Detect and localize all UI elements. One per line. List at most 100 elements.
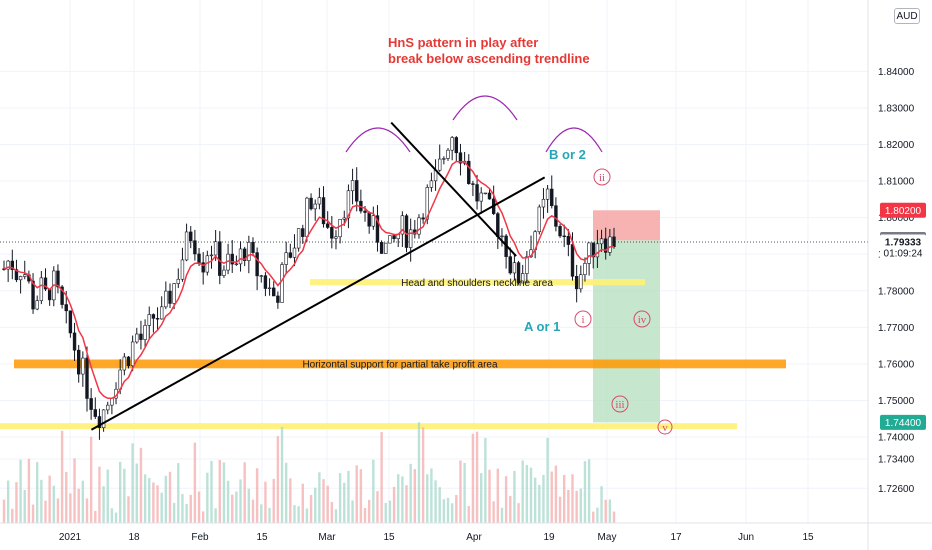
hns-arc-left-shoulder xyxy=(345,127,411,153)
candle-body xyxy=(587,242,591,264)
candle-body xyxy=(574,276,579,290)
volume-bar xyxy=(69,493,72,523)
volume-bar xyxy=(401,476,404,523)
volume-bar xyxy=(604,499,607,523)
candle-body xyxy=(23,274,27,277)
volume-bar xyxy=(139,447,143,523)
volume-bar xyxy=(301,483,304,523)
volume-bar xyxy=(148,478,151,523)
volume-bar xyxy=(475,431,479,523)
candle-body xyxy=(255,252,259,277)
shoulder-arcs xyxy=(345,95,603,153)
volume-bar xyxy=(355,465,358,523)
candle-body xyxy=(301,228,305,237)
hns-arc-right-shoulder xyxy=(545,127,603,153)
candle-body xyxy=(56,270,60,288)
candle-body xyxy=(554,205,558,227)
candle-body xyxy=(110,397,114,406)
candle-body xyxy=(193,240,197,255)
volume-bar xyxy=(430,468,433,523)
stop-zone[interactable] xyxy=(593,210,660,241)
volume-bar xyxy=(612,511,616,523)
currency-button[interactable]: AUD xyxy=(894,8,920,24)
volume-bar xyxy=(181,494,184,523)
wave-iv-label-circle xyxy=(633,310,651,328)
volume-bar xyxy=(235,491,238,523)
time-tick-label: 17 xyxy=(670,532,682,543)
volume-bar xyxy=(23,489,26,523)
volume-bar xyxy=(550,471,553,523)
candle-body xyxy=(122,356,127,371)
volume-bar xyxy=(596,507,599,523)
time-tick-label: 18 xyxy=(128,532,140,543)
candle-body xyxy=(296,228,301,249)
candle-body xyxy=(525,256,529,274)
volume-bar xyxy=(455,494,458,523)
candle-body xyxy=(583,263,587,276)
volume-bar xyxy=(351,500,354,523)
candle-body xyxy=(201,262,205,273)
volume-bar xyxy=(380,431,383,523)
volume-bar xyxy=(185,504,188,523)
wave-v-label-circle xyxy=(657,419,673,435)
candle-body xyxy=(222,269,226,276)
neckline-zone[interactable] xyxy=(310,279,645,286)
volume-bar xyxy=(118,461,122,523)
volume-bar xyxy=(421,427,425,523)
volume-bar xyxy=(608,499,612,523)
volume-bar xyxy=(164,475,168,523)
candle-body xyxy=(608,236,612,253)
volume-bar xyxy=(94,510,97,523)
ascending-trendline[interactable] xyxy=(90,176,546,431)
volume-bar xyxy=(343,482,346,523)
candle-body xyxy=(172,283,176,304)
candle-body xyxy=(496,213,500,237)
candle-body xyxy=(280,264,284,303)
wave-iii-label: iii xyxy=(615,399,624,411)
volume-bar xyxy=(15,482,18,523)
volume-bar xyxy=(367,499,371,523)
volume-bar xyxy=(579,488,583,523)
volume-bar xyxy=(264,481,267,523)
volume-bar xyxy=(363,507,367,523)
candle-body xyxy=(168,290,172,304)
candle-body xyxy=(392,235,396,240)
hns-arc-head xyxy=(452,95,518,121)
volume-bar xyxy=(272,478,275,523)
time-tick-label: Mar xyxy=(318,532,336,543)
time-tick-label: Feb xyxy=(191,532,209,543)
candle-body xyxy=(139,333,143,340)
candle-body xyxy=(595,243,600,258)
price-tick-label: 1.75000 xyxy=(878,396,915,407)
candle-body xyxy=(384,242,388,254)
volume-bar xyxy=(542,474,545,523)
candle-body xyxy=(483,192,488,195)
target-zone[interactable] xyxy=(593,240,660,423)
candle-body xyxy=(566,235,571,245)
candle-body xyxy=(126,356,131,367)
candle-body xyxy=(97,416,102,428)
candle-body xyxy=(425,187,429,220)
volume-bar xyxy=(376,491,379,523)
wave-iv-label: iv xyxy=(638,314,647,326)
volume-bar xyxy=(297,506,300,523)
volume-bar xyxy=(189,494,192,523)
volume-bar xyxy=(563,474,566,523)
candle-body xyxy=(143,325,147,340)
descending-trendline[interactable] xyxy=(390,121,517,257)
price-tick-label: 1.82000 xyxy=(878,140,915,151)
volume-bar xyxy=(201,511,205,523)
volume-bar xyxy=(102,486,105,523)
volume-bar xyxy=(239,479,242,523)
bottom-support-zone[interactable] xyxy=(0,423,737,430)
candle-body xyxy=(155,318,160,320)
volume-bar xyxy=(123,468,126,523)
volume-bar xyxy=(2,499,6,523)
volume-bar xyxy=(152,482,155,523)
price-label-text: 1.74400 xyxy=(885,418,922,429)
volume-bar xyxy=(143,474,147,523)
candle-body xyxy=(516,262,521,284)
candle-body xyxy=(467,160,471,185)
support-zone[interactable] xyxy=(14,359,786,369)
